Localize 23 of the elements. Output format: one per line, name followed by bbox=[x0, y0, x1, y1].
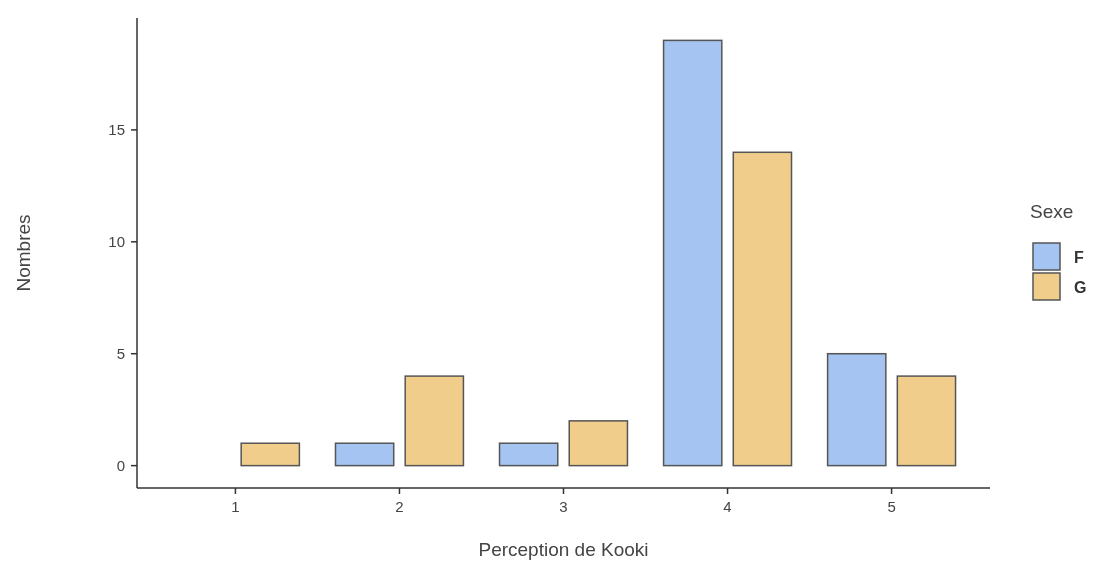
legend-label: G bbox=[1074, 278, 1087, 296]
bar bbox=[732, 151, 793, 467]
x-axis-title: Perception de Kooki bbox=[478, 539, 649, 560]
y-tick-label: 15 bbox=[108, 121, 125, 139]
bar bbox=[568, 420, 629, 467]
bar bbox=[826, 352, 887, 467]
bar bbox=[240, 442, 301, 467]
x-tick-label: 4 bbox=[723, 498, 732, 515]
x-tick-label: 1 bbox=[231, 498, 240, 515]
y-tick-label: 5 bbox=[116, 344, 125, 362]
x-tick-label: 2 bbox=[395, 498, 404, 515]
x-tick-label: 3 bbox=[559, 498, 568, 515]
bar bbox=[498, 442, 559, 467]
bar bbox=[334, 442, 395, 467]
legend-title: Sexe bbox=[1030, 201, 1074, 222]
bar bbox=[662, 39, 723, 467]
y-tick-label: 10 bbox=[108, 233, 125, 251]
y-axis-title: Nombres bbox=[13, 214, 34, 292]
bar bbox=[404, 375, 465, 467]
y-tick-label: 0 bbox=[116, 456, 125, 474]
legend-label: F bbox=[1074, 248, 1084, 266]
bar bbox=[896, 375, 957, 467]
x-tick-label: 5 bbox=[887, 498, 896, 515]
